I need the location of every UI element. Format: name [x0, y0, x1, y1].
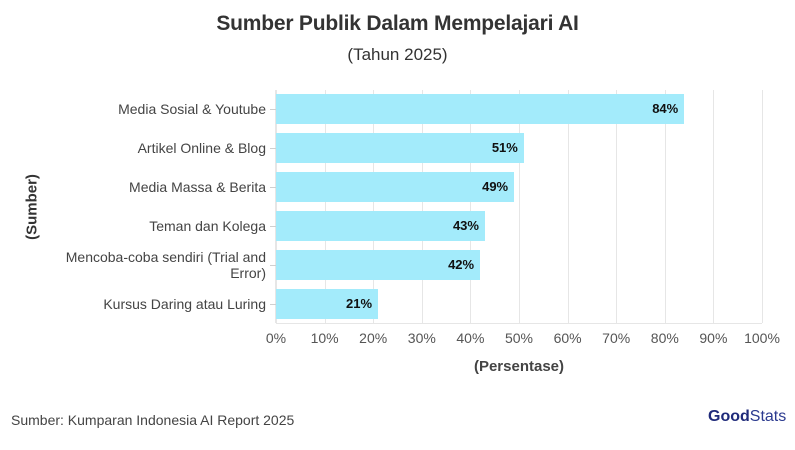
bar-value-label: 42%	[448, 257, 475, 272]
bar-value-label: 49%	[482, 179, 509, 194]
gridline	[421, 90, 423, 323]
category-label: Mencoba-coba sendiri (Trial and Error)	[65, 249, 266, 281]
y-tick	[270, 109, 276, 110]
category-label: Teman dan Kolega	[149, 218, 266, 234]
bar: 84%	[276, 94, 685, 124]
source-note: Sumber: Kumparan Indonesia AI Report 202…	[11, 412, 295, 428]
gridline	[470, 90, 472, 323]
x-tick-label: 0%	[265, 330, 287, 346]
gridline	[324, 90, 326, 323]
x-tick-label: 40%	[456, 330, 485, 346]
x-axis-line	[276, 323, 762, 324]
gridline	[762, 90, 763, 323]
y-axis-line	[275, 90, 277, 323]
gridline	[567, 90, 569, 323]
x-tick-label: 50%	[504, 330, 534, 346]
category-label: Artikel Online & Blog	[137, 140, 266, 156]
y-tick	[270, 265, 276, 266]
x-tick-label: 100%	[744, 330, 780, 346]
x-tick-label: 90%	[699, 330, 728, 346]
gridline	[519, 90, 520, 323]
x-tick-label: 10%	[310, 330, 339, 346]
chart-subtitle: (Tahun 2025)	[347, 45, 448, 64]
x-tick-label: 60%	[553, 330, 582, 346]
x-tick-label: 20%	[359, 330, 388, 346]
bar-value-label: 51%	[491, 140, 518, 155]
x-tick-label: 30%	[407, 330, 436, 346]
bar: 51%	[276, 133, 524, 163]
gridline	[713, 90, 715, 323]
bar-value-label: 84%	[652, 101, 679, 116]
logo-stats: Stats	[749, 408, 787, 425]
gridline	[616, 90, 618, 323]
category-label: Kursus Daring atau Luring	[103, 296, 266, 312]
bar-value-label: 21%	[346, 296, 373, 311]
chart-title: Sumber Publik Dalam Mempelajari AI	[216, 12, 579, 35]
bar: 21%	[276, 289, 379, 319]
x-axis-label: (Persentase)	[473, 358, 565, 375]
goodstats-logo: GoodStats	[708, 408, 786, 426]
x-tick-label: 70%	[602, 330, 631, 346]
x-tick-label: 80%	[650, 330, 679, 346]
y-tick	[270, 304, 276, 305]
category-label: Media Massa & Berita	[129, 179, 266, 195]
y-tick	[270, 187, 276, 188]
gridline	[664, 90, 666, 323]
gridline	[373, 90, 375, 323]
plot-area: 84% 51% 49% 43% 42% 21%	[275, 90, 763, 324]
y-tick	[270, 226, 276, 227]
bar: 49%	[276, 172, 515, 202]
bar: 42%	[276, 250, 481, 280]
bar-value-label: 43%	[452, 218, 479, 233]
category-label: Media Sosial & Youtube	[118, 101, 266, 117]
logo-good: Good	[708, 408, 750, 425]
bar: 43%	[276, 211, 485, 241]
y-tick	[270, 148, 276, 149]
